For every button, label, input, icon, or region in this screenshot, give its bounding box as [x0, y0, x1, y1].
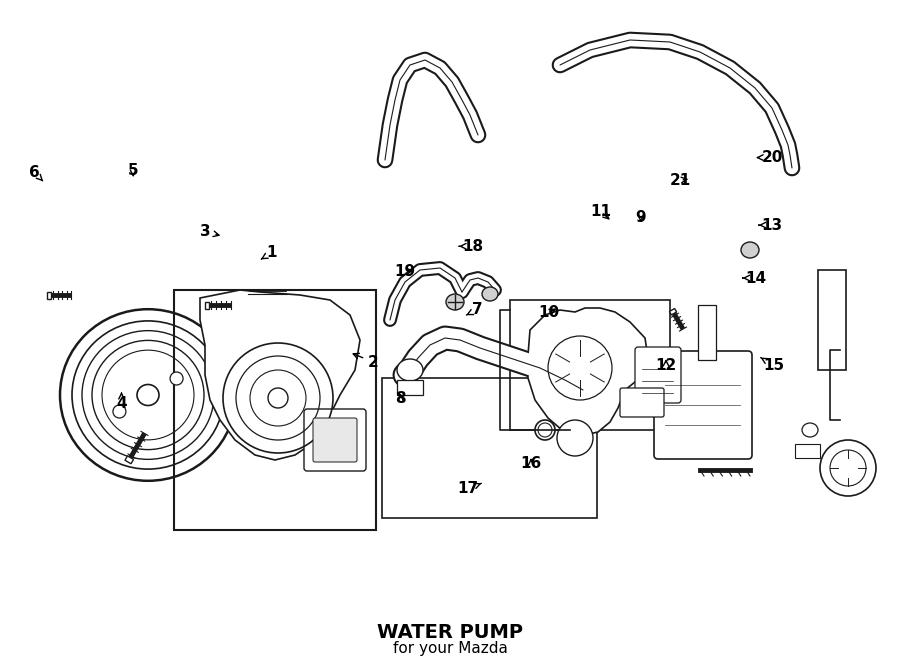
Ellipse shape	[170, 372, 183, 385]
Bar	[382, 378, 597, 518]
Text: 7: 7	[466, 303, 482, 317]
Text: 14: 14	[742, 271, 767, 285]
Ellipse shape	[397, 359, 423, 381]
FancyBboxPatch shape	[313, 418, 357, 462]
Bar	[397, 380, 423, 395]
Text: 1: 1	[261, 246, 277, 260]
Text: 5: 5	[128, 164, 139, 178]
Bar	[795, 444, 820, 458]
Circle shape	[557, 420, 593, 456]
Text: 8: 8	[395, 391, 406, 406]
Ellipse shape	[741, 242, 759, 258]
Text: 21: 21	[670, 173, 691, 187]
Circle shape	[820, 440, 876, 496]
Ellipse shape	[112, 405, 126, 418]
Text: WATER PUMP: WATER PUMP	[377, 622, 523, 641]
Text: 13: 13	[759, 218, 783, 232]
FancyBboxPatch shape	[304, 409, 366, 471]
Bar	[698, 305, 716, 360]
Text: for your Mazda: for your Mazda	[392, 641, 508, 657]
Text: 15: 15	[760, 357, 785, 373]
Polygon shape	[205, 301, 209, 308]
FancyBboxPatch shape	[620, 388, 664, 417]
Polygon shape	[528, 308, 648, 436]
Polygon shape	[670, 308, 677, 315]
Text: 17: 17	[457, 481, 482, 496]
Text: 18: 18	[459, 239, 483, 254]
Text: 20: 20	[758, 150, 783, 165]
Text: 11: 11	[590, 205, 612, 219]
Text: 4: 4	[116, 393, 127, 411]
Bar	[818, 270, 846, 370]
Circle shape	[268, 388, 288, 408]
Text: 12: 12	[655, 358, 677, 373]
Text: 16: 16	[520, 456, 542, 471]
Text: 3: 3	[200, 224, 219, 239]
Text: 10: 10	[538, 305, 560, 320]
Ellipse shape	[802, 423, 818, 437]
Text: 2: 2	[353, 354, 379, 369]
Bar	[510, 300, 670, 430]
Polygon shape	[125, 456, 133, 464]
Polygon shape	[200, 290, 360, 460]
Text: 19: 19	[394, 264, 416, 279]
Bar	[174, 290, 376, 530]
Text: 9: 9	[635, 210, 646, 224]
FancyBboxPatch shape	[635, 347, 681, 403]
Ellipse shape	[137, 385, 159, 406]
Text: 6: 6	[29, 165, 42, 181]
Ellipse shape	[535, 420, 555, 440]
Ellipse shape	[446, 294, 464, 310]
FancyBboxPatch shape	[654, 351, 752, 459]
Ellipse shape	[482, 287, 498, 301]
Polygon shape	[47, 291, 51, 299]
